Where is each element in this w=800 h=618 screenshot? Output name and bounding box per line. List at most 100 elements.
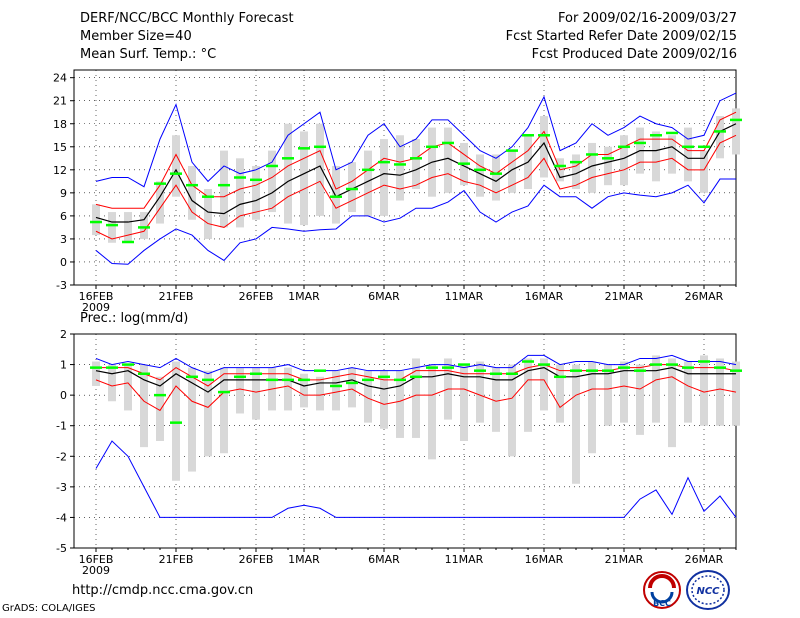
- panel1-box: [316, 123, 324, 216]
- panel1-ytick-label: -3: [56, 279, 67, 292]
- panel2-box: [108, 364, 116, 402]
- panel1-xtick-label: 16MAR: [525, 290, 564, 303]
- panel1-xtick-label: 16FEB: [79, 290, 114, 303]
- footer-url[interactable]: http://cmdp.ncc.cma.gov.cn: [72, 583, 254, 598]
- panel2-xtick-label: 21MAR: [605, 553, 644, 566]
- forecast-started: Fcst Started Refer Date 2009/02/15: [505, 29, 737, 44]
- panel2-xtick-label: 11MAR: [445, 553, 484, 566]
- panel2-title: Prec.: log(mm/d): [80, 311, 188, 326]
- panel2-box: [396, 370, 404, 438]
- panel2-box: [732, 361, 740, 426]
- panel1-box: [540, 116, 548, 178]
- panel1-group: -3 0 3 6 9 12 15 18 21 24 16FEB 21FEB 26FEB 1MAR 6MAR 1…: [53, 69, 742, 326]
- panel1-max-line: [95, 92, 737, 188]
- panel2-ytick-label: -4: [56, 511, 67, 524]
- panel1-ytick-label: 21: [53, 95, 67, 108]
- panel2-box: [92, 361, 100, 386]
- panel2-box: [620, 361, 628, 423]
- panel1-box: [476, 154, 484, 197]
- panel2-box: [236, 367, 244, 414]
- panel2-box: [476, 361, 484, 423]
- member-size: Member Size=40: [80, 29, 192, 44]
- panel2-box: [364, 370, 372, 423]
- panel1-box: [396, 135, 404, 201]
- panel2-box: [492, 367, 500, 432]
- panel1-min-line: [95, 178, 736, 265]
- panel1-box: [252, 165, 260, 220]
- panel1-box: [204, 189, 212, 239]
- footer-credit: GrADS: COLA/IGES: [2, 603, 96, 614]
- panel1-ytick-label: 6: [60, 210, 67, 223]
- panel1-xtick-label: 26MAR: [685, 290, 724, 303]
- panel2-box: [604, 364, 612, 426]
- panel2-xtick-label: 16MAR: [525, 553, 564, 566]
- panel1-lower-line: [95, 134, 737, 240]
- panel1-mean-line: [95, 123, 737, 223]
- panel1-ytick-label: 15: [53, 141, 67, 154]
- panel2-box: [524, 358, 532, 432]
- panel2-xtick-label: 1MAR: [288, 553, 320, 566]
- panel2-box: [348, 367, 356, 408]
- panel2-xtick-label: 26FEB: [239, 553, 274, 566]
- panel1-box: [300, 131, 308, 226]
- panel1-ytick-label: 24: [53, 72, 67, 85]
- chart-title: DERF/NCC/BCC Monthly Forecast: [80, 11, 294, 26]
- panel1-box: [140, 212, 148, 239]
- panel1-box: [668, 135, 676, 174]
- panel2-box: [156, 376, 164, 441]
- panel2-group: -5 -4 -3 -2 -1 0 1 2 16FEB 21FEB 26FEB 1MAR 6MAR 11MA…: [56, 328, 742, 577]
- panel1-ytick-label: 0: [60, 256, 67, 269]
- panel2-box: [140, 364, 148, 448]
- panel1-box: [348, 162, 356, 213]
- panel2-box: [540, 358, 548, 411]
- panel1-year-label: 2009: [82, 301, 110, 314]
- panel1-box: [588, 142, 596, 193]
- panel2-ytick-label: -1: [56, 420, 67, 433]
- panel2-ytick-label: -5: [56, 542, 67, 555]
- panel1-xtick-label: 21MAR: [605, 290, 644, 303]
- panel2-box: [588, 361, 596, 454]
- panel2-box: [220, 367, 228, 454]
- forecast-produced: Fcst Produced Date 2009/02/16: [531, 47, 737, 62]
- panel2-box: [572, 364, 580, 484]
- panel1-xtick-label: 1MAR: [288, 290, 320, 303]
- forecast-period: For 2009/02/16-2009/03/27: [558, 11, 737, 26]
- panel2-box: [716, 358, 724, 426]
- panel2-box: [380, 370, 388, 429]
- panel1-xtick-label: 26FEB: [239, 290, 274, 303]
- panel2-box: [332, 370, 340, 411]
- panel1-box: [220, 150, 228, 228]
- panel2-ytick-label: -3: [56, 481, 67, 494]
- panel1-box: [620, 135, 628, 186]
- panel1-box: [268, 150, 276, 213]
- panel1-box: [172, 135, 180, 197]
- panel2-year-label: 2009: [82, 564, 110, 577]
- panel1-box: [508, 150, 516, 193]
- panel2-box: [700, 355, 708, 426]
- panel1-box: [572, 154, 580, 190]
- panel2-xtick-label: 16FEB: [79, 553, 114, 566]
- panel1-box: [604, 146, 612, 186]
- panel2-box: [428, 364, 436, 460]
- panel1-box: [492, 154, 500, 201]
- panel2-box: [284, 367, 292, 411]
- panel2-box: [188, 367, 196, 472]
- panel1-box: [716, 116, 724, 159]
- panel2-box: [668, 358, 676, 448]
- panel1-xtick-label: 6MAR: [368, 290, 400, 303]
- bcc-logo: BCC: [643, 571, 681, 609]
- panel1-box: [444, 127, 452, 193]
- panel1-box: [684, 127, 692, 182]
- panel2-box: [124, 364, 132, 411]
- panel1-ytick-label: 12: [53, 164, 67, 177]
- panel1-box: [156, 181, 164, 224]
- ncc-logo-text: NCC: [696, 586, 720, 597]
- panel1-box: [364, 150, 372, 216]
- panel1-box: [652, 131, 660, 182]
- panel2-xtick-label: 21FEB: [159, 553, 194, 566]
- panel2-xtick-label: 6MAR: [368, 553, 400, 566]
- panel2-box: [204, 370, 212, 457]
- panel2-lower-line: [95, 376, 737, 412]
- panel2-box: [684, 361, 692, 423]
